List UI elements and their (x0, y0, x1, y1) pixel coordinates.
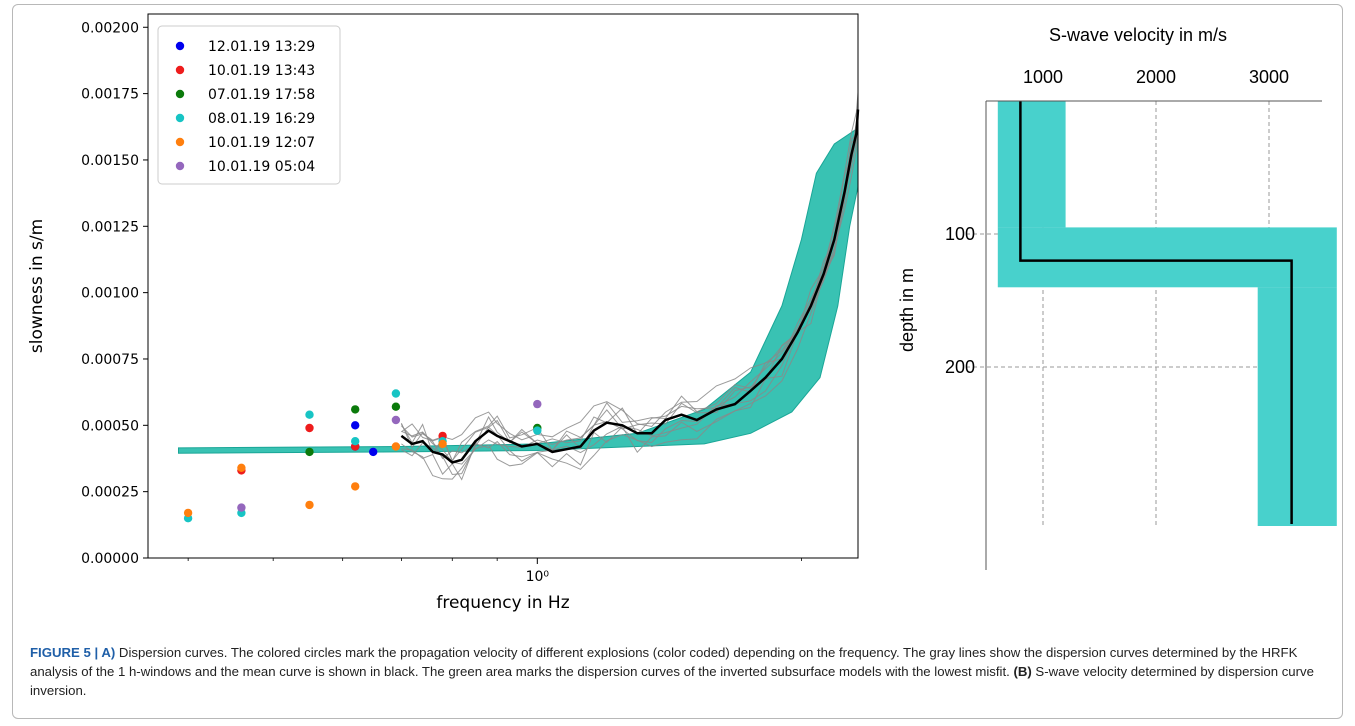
explosion-point (305, 447, 314, 457)
legend-marker (175, 113, 185, 123)
explosion-point (305, 423, 314, 433)
explosion-point (305, 500, 314, 510)
explosion-point (351, 405, 360, 414)
figure-caption: FIGURE 5 | A) Dispersion curves. The col… (30, 643, 1330, 700)
legend-entry: 10.01.19 12:07 (208, 135, 315, 151)
explosion-point (391, 415, 401, 425)
legend-entry: 10.01.19 05:04 (208, 159, 315, 175)
velocity-tick-labels: 1000 2000 3000 (1023, 67, 1289, 87)
panel-a-dispersion-chart: 0.00000 0.00025 0.00050 0.00075 0.00100 0.001… (27, 13, 860, 613)
explosion-point (391, 442, 401, 451)
explosion-point (391, 402, 401, 411)
y-axis-ticks: 0.00000 0.00025 0.00050 0.00075 0.00100 0.001… (81, 20, 148, 567)
velocity-tick-label: 1000 (1023, 67, 1063, 87)
legend-entry: 12.01.19 13:29 (208, 39, 315, 55)
velocity-axis-title: S-wave velocity in m/s (1049, 25, 1227, 45)
panel-b-velocity-profile: 1000 2000 3000 100 200 S-wave velocity in m… (897, 25, 1337, 570)
legend-marker (175, 89, 185, 99)
y-tick-label: 0.00050 (81, 418, 139, 434)
figure-canvas: 0.00000 0.00025 0.00050 0.00075 0.00100 0.001… (27, 13, 1337, 613)
y-tick-label: 0.00175 (81, 87, 139, 103)
explosion-point (237, 463, 246, 472)
legend-entry: 08.01.19 16:29 (208, 111, 315, 127)
velocity-tick-label: 2000 (1136, 67, 1176, 87)
explosion-point (351, 421, 360, 430)
y-tick-label: 0.00100 (81, 286, 139, 302)
y-tick-label: 0.00000 (81, 551, 139, 567)
legend-marker (175, 65, 185, 75)
legend-entry: 07.01.19 17:58 (208, 87, 315, 103)
legend-marker (175, 41, 185, 51)
explosion-point (391, 389, 401, 398)
y-tick-label: 0.00200 (81, 20, 139, 36)
explosion-point (183, 508, 193, 518)
explosion-point (351, 437, 360, 446)
x-axis-label: frequency in Hz (436, 593, 569, 613)
legend-marker (175, 137, 185, 147)
legend-entry: 10.01.19 13:43 (208, 63, 315, 79)
legend-marker (175, 161, 185, 171)
x-tick-label: 10⁰ (526, 569, 550, 585)
explosion-point (533, 399, 542, 409)
x-axis-ticks: 10⁰ (187, 558, 802, 585)
hrfk-curve (401, 97, 859, 463)
depth-tick-label: 100 (945, 224, 975, 244)
depth-tick-labels: 100 200 (945, 224, 975, 377)
velocity-tick-label: 3000 (1249, 67, 1289, 87)
y-tick-label: 0.00025 (81, 485, 139, 501)
explosion-point (438, 439, 447, 449)
explosion-point (351, 482, 360, 491)
profile-axes (985, 100, 1322, 570)
y-tick-label: 0.00150 (81, 153, 139, 169)
figure-frame (12, 4, 1343, 719)
velocity-band (997, 101, 1337, 526)
explosion-point (237, 503, 246, 512)
explosion-point (369, 447, 378, 457)
plot-area-frame (147, 13, 859, 559)
hrfk-curve (401, 92, 859, 441)
caption-label-b: (B) (1013, 664, 1032, 679)
velocity-band-segment (997, 227, 1337, 288)
mean-dispersion-curve (400, 109, 860, 464)
y-tick-label: 0.00125 (81, 219, 139, 235)
velocity-band-segment (1257, 287, 1337, 526)
legend: 12.01.19 13:29 10.01.19 13:43 07.01.19 17:… (157, 25, 341, 185)
legend-box (157, 25, 341, 185)
hrfk-curve (401, 117, 859, 480)
caption-text-a: Dispersion curves. The colored circles m… (30, 645, 1298, 679)
velocity-band-segment (997, 101, 1066, 228)
explosion-point (305, 410, 314, 419)
caption-label: FIGURE 5 | A) (30, 645, 116, 660)
y-tick-label: 0.00075 (81, 352, 139, 368)
velocity-profile-line (1019, 101, 1293, 524)
y-axis-label: slowness in s/m (27, 219, 47, 353)
explosion-points (183, 389, 542, 523)
depth-axis-label: depth in m (897, 268, 917, 352)
depth-tick-label: 200 (945, 357, 975, 377)
hrfk-curve (400, 97, 859, 462)
explosion-point (533, 426, 542, 435)
caption-text-b: S-wave velocity determined by dispersion… (30, 664, 1314, 698)
